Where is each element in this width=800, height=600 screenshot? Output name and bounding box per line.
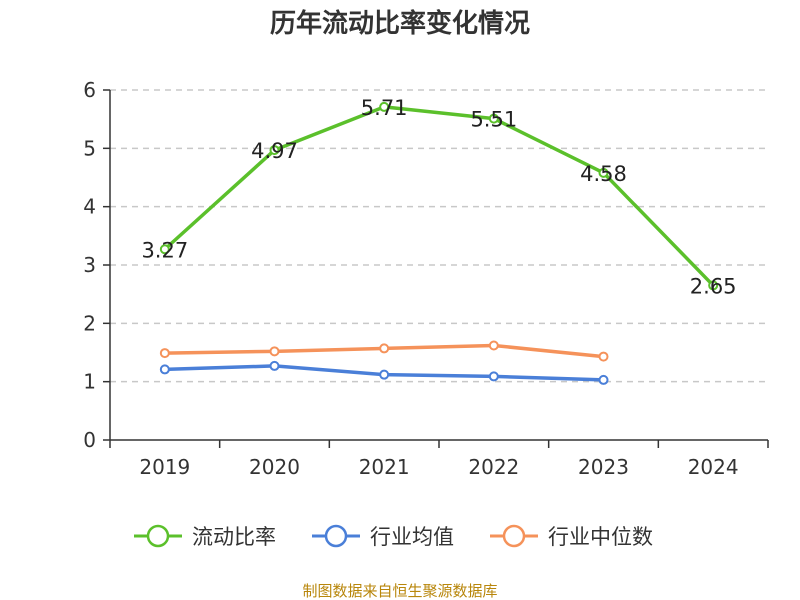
legend-label: 流动比率 [192, 525, 276, 549]
y-tick-label: 4 [83, 195, 96, 219]
data-point[interactable] [379, 343, 390, 354]
y-tick-label: 6 [83, 78, 96, 102]
data-point[interactable] [488, 340, 499, 351]
y-tick-label: 3 [83, 253, 96, 277]
data-point[interactable] [379, 101, 390, 112]
legend-label: 行业均值 [370, 525, 454, 549]
data-labels: 3.27 4.97 5.71 5.51 4.58 2.65 [141, 96, 737, 298]
data-point[interactable] [159, 244, 170, 255]
legend-label: 行业中位数 [548, 525, 653, 549]
series-line [163, 105, 715, 288]
data-label: 4.58 [580, 162, 627, 186]
legend-item[interactable]: 行业均值 [312, 524, 454, 549]
data-point[interactable] [159, 348, 170, 359]
legend[interactable]: 流动比率 行业均值 行业中位数 [134, 524, 653, 549]
data-point[interactable] [488, 113, 499, 124]
chart-title: 历年流动比率变化情况 [270, 8, 530, 39]
series [159, 101, 719, 385]
legend-marker [146, 524, 170, 548]
data-point[interactable] [708, 280, 719, 291]
x-tick-label: 2023 [578, 455, 629, 479]
y-tick-label: 0 [83, 428, 96, 452]
axes: 0 1 2 3 4 5 6 2019 2020 2021 2022 2023 2024 [83, 78, 769, 479]
data-point[interactable] [598, 374, 609, 385]
legend-item[interactable]: 行业中位数 [490, 524, 653, 549]
data-point[interactable] [269, 145, 280, 156]
source-note: 制图数据来自恒生聚源数据库 [302, 582, 497, 600]
data-label: 3.27 [141, 238, 188, 262]
data-label: 5.51 [470, 108, 517, 132]
data-point[interactable] [598, 351, 609, 362]
data-point[interactable] [598, 167, 609, 178]
y-tick-label: 2 [83, 311, 96, 335]
x-tick-label: 2020 [249, 455, 300, 479]
data-point[interactable] [269, 360, 280, 371]
data-point[interactable] [379, 369, 390, 380]
x-tick-label: 2022 [468, 455, 519, 479]
x-tick-label: 2021 [359, 455, 410, 479]
data-label: 4.97 [251, 139, 298, 163]
y-tick-label: 1 [83, 370, 96, 394]
x-tick-label: 2019 [139, 455, 190, 479]
data-point[interactable] [488, 371, 499, 382]
data-label: 5.71 [361, 96, 408, 120]
grid-lines [110, 89, 768, 383]
data-point[interactable] [159, 364, 170, 375]
legend-marker [324, 524, 348, 548]
data-point[interactable] [269, 346, 280, 357]
legend-item[interactable]: 流动比率 [134, 524, 276, 549]
data-label: 2.65 [690, 274, 737, 298]
x-tick-label: 2024 [688, 455, 739, 479]
legend-marker [502, 524, 526, 548]
y-tick-label: 5 [83, 136, 96, 160]
